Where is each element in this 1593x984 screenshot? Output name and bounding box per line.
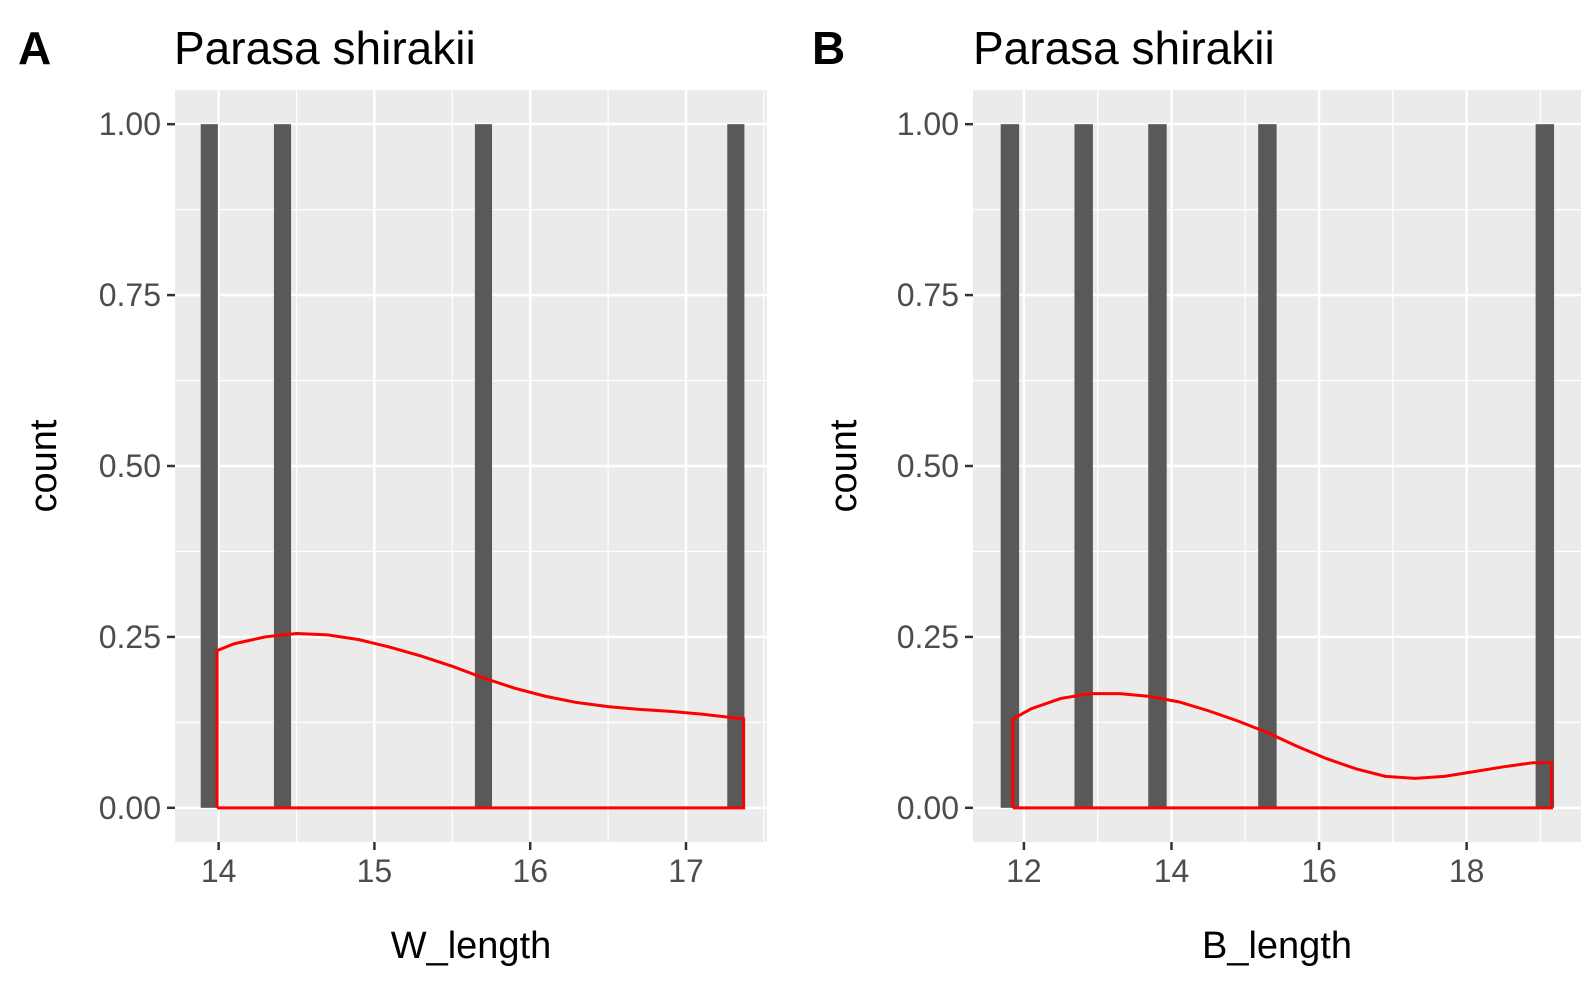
panel-b-title: Parasa shirakii xyxy=(973,22,1275,74)
panel-b-y-tick-label: 1.00 xyxy=(897,106,959,142)
panel-a-y-tick-label: 0.00 xyxy=(99,790,161,826)
panel-b-x-label: B_length xyxy=(1202,925,1352,967)
panel-b-x-axis: 12 14 16 18 xyxy=(1006,842,1484,889)
panel-b-density-curve xyxy=(1011,692,1553,810)
panel-a-y-tick-label: 0.25 xyxy=(99,619,161,655)
panel-a-major-gridlines xyxy=(175,90,767,842)
panel-b-x-tick-label: 18 xyxy=(1449,853,1485,889)
panel-a-bar xyxy=(273,124,292,808)
panel-a-x-axis: 14 15 16 17 xyxy=(201,842,704,889)
panel-a-x-tick-label: 15 xyxy=(357,853,393,889)
panel-b-x-tick-label: 14 xyxy=(1154,853,1190,889)
panel-a-title: Parasa shirakii xyxy=(174,22,476,74)
panel-a-y-label: count xyxy=(23,419,65,512)
panel-a-bar xyxy=(727,124,745,808)
panel-a-y-tick-label: 0.50 xyxy=(99,448,161,484)
panel-a-x-tick-label: 16 xyxy=(512,853,548,889)
panel-a-tag: A xyxy=(18,22,51,74)
panel-b-bar xyxy=(1148,124,1167,808)
panel-b-x-tick-label: 16 xyxy=(1301,853,1337,889)
panel-b-y-tick-label: 0.00 xyxy=(897,790,959,826)
panel-b-bar xyxy=(1000,124,1020,808)
panel-a-x-tick-label: 14 xyxy=(201,853,237,889)
panel-b-bar xyxy=(1258,124,1277,808)
panel-b-bars xyxy=(1000,124,1555,808)
panel-a-bar xyxy=(474,124,493,808)
panel-b-y-tick-label: 0.75 xyxy=(897,277,959,313)
panel-b-y-tick-label: 0.50 xyxy=(897,448,959,484)
panel-b-y-axis: 0.00 0.25 0.50 0.75 1.00 xyxy=(897,106,973,826)
panel-b-x-tick-label: 12 xyxy=(1006,853,1042,889)
panel-a-y-tick-label: 1.00 xyxy=(99,106,161,142)
panel-a-x-tick-label: 17 xyxy=(668,853,704,889)
panel-b-y-tick-label: 0.25 xyxy=(897,619,959,655)
panel-b-y-label: count xyxy=(823,419,865,512)
panel-a-bar xyxy=(200,124,218,808)
panel-a-density-curve xyxy=(215,631,746,810)
panel-b-tag: B xyxy=(812,22,845,74)
panel-a: A Parasa shirakii 0.00 0.25 0.50 0.75 1.00 1… xyxy=(18,22,767,967)
panel-a-y-tick-label: 0.75 xyxy=(99,277,161,313)
panel-b-bar xyxy=(1074,124,1093,808)
panel-a-x-label: W_length xyxy=(391,925,552,967)
panel-a-y-axis: 0.00 0.25 0.50 0.75 1.00 xyxy=(99,106,175,826)
panel-b: B Parasa shirakii 0.00 0.25 0.50 0.75 1.00 1… xyxy=(812,22,1581,967)
panel-b-bar xyxy=(1535,124,1555,808)
